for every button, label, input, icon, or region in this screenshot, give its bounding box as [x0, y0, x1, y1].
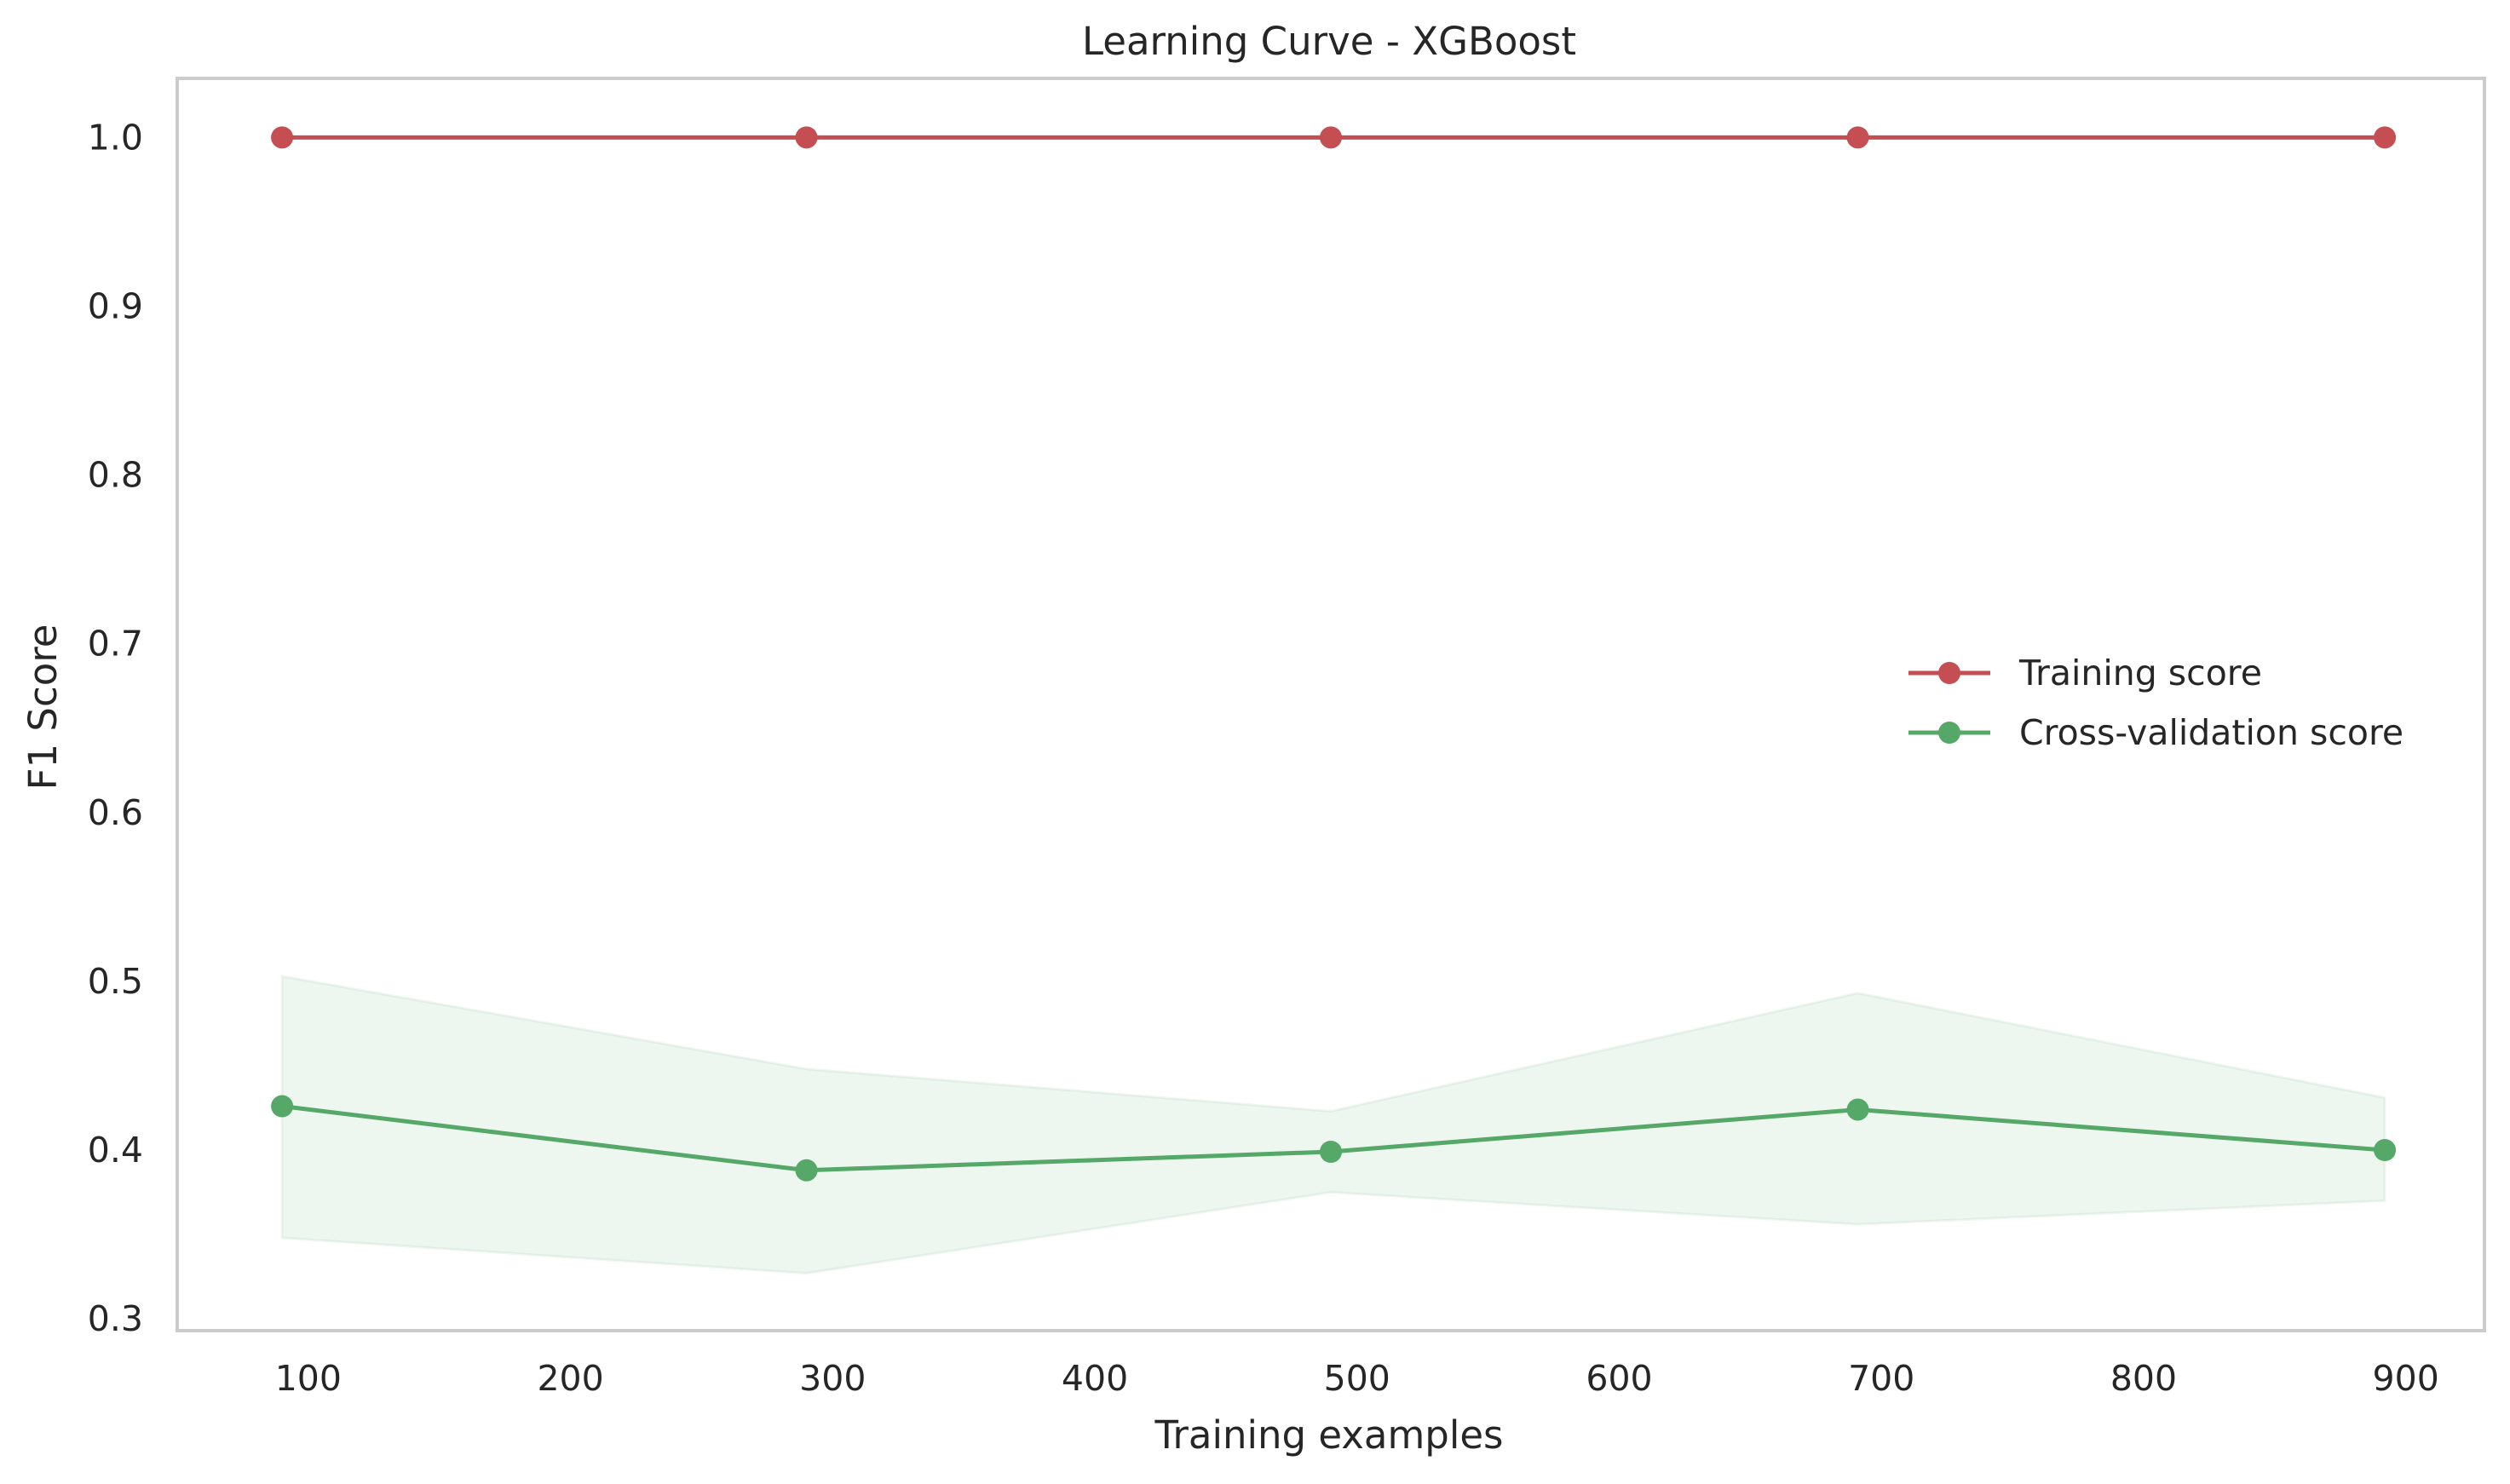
x-tick-label: 800 [2110, 1358, 2177, 1399]
point-series-0-0 [271, 126, 294, 149]
point-series-0-2 [1320, 126, 1342, 149]
x-tick-label: 300 [799, 1358, 866, 1399]
y-tick-label: 0.3 [88, 1298, 143, 1339]
y-tick-label: 0.5 [88, 961, 143, 1002]
y-axis-title: F1 Score [20, 624, 66, 791]
y-tick-label: 0.9 [88, 285, 143, 326]
x-tick-label: 500 [1324, 1358, 1390, 1399]
point-series-1-3 [1846, 1098, 1869, 1121]
band-series-1 [280, 975, 2386, 1275]
y-tick-label: 0.8 [88, 455, 143, 496]
y-tick-label: 0.6 [88, 792, 143, 833]
x-tick-label: 600 [1586, 1358, 1652, 1399]
x-tick-label: 400 [1062, 1358, 1128, 1399]
y-tick-label: 0.7 [88, 624, 143, 664]
legend: Training score Cross-validation score [1908, 653, 2403, 753]
legend-marker-0 [1938, 662, 1960, 684]
chart-title: Learning Curve - XGBoost [1082, 19, 1576, 64]
y-axis-ticks: 0.3 0.4 0.5 0.6 0.7 0.8 0.9 1.0 [88, 117, 143, 1339]
legend-marker-1 [1938, 722, 1960, 744]
y-tick-label: 1.0 [88, 117, 143, 158]
point-series-1-1 [795, 1159, 818, 1182]
x-axis-ticks: 100 200 300 400 500 600 700 800 900 [275, 1358, 2439, 1399]
x-tick-label: 200 [537, 1358, 603, 1399]
x-tick-label: 900 [2373, 1358, 2439, 1399]
point-series-0-1 [795, 126, 818, 149]
x-tick-label: 100 [275, 1358, 342, 1399]
plot-area-frame [176, 77, 2486, 1332]
series-points [271, 126, 2397, 1182]
legend-label-1: Cross-validation score [2019, 712, 2403, 753]
x-tick-label: 700 [1848, 1358, 1914, 1399]
legend-label-0: Training score [2018, 653, 2262, 693]
point-series-0-4 [2374, 126, 2397, 149]
x-axis-title: Training examples [1154, 1412, 1504, 1458]
y-tick-label: 0.4 [88, 1130, 143, 1171]
point-series-0-3 [1846, 126, 1869, 149]
point-series-1-2 [1320, 1141, 1342, 1163]
point-series-1-0 [271, 1095, 294, 1118]
point-series-1-4 [2374, 1139, 2397, 1162]
